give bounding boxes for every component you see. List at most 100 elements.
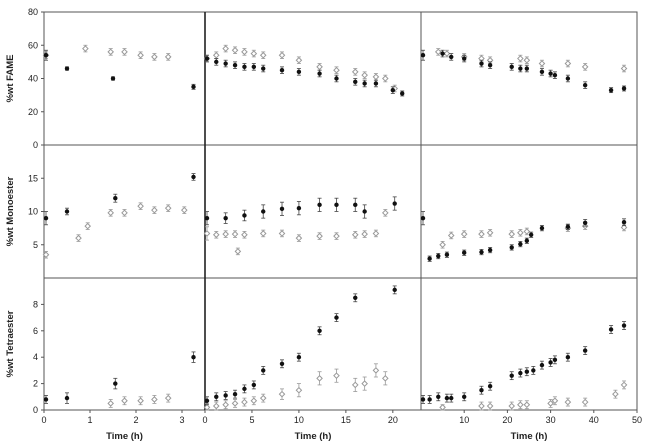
x-axis-label: Time (h) [295, 431, 332, 442]
filled-circle-point [621, 323, 627, 328]
filled-circle-point [334, 76, 339, 81]
open-diamond-point [164, 53, 172, 61]
open-diamond-point [333, 232, 340, 240]
open-diamond-point [259, 230, 267, 237]
open-diamond-point [478, 402, 485, 410]
y-tick-label: 5 [33, 240, 38, 250]
open-diamond-point [486, 229, 494, 237]
filled-circle-point [400, 91, 405, 96]
filled-circle-point [191, 174, 196, 180]
filled-circle-point [64, 66, 70, 71]
open-diamond-point [316, 232, 323, 240]
filled-circle-point [279, 361, 285, 366]
filled-circle-point [487, 62, 493, 68]
open-diamond-point [517, 229, 524, 237]
filled-circle-point [518, 370, 523, 376]
filled-circle-point [261, 66, 266, 71]
filled-circle-point [487, 384, 493, 389]
filled-circle-point [261, 209, 266, 214]
open-diamond-point [508, 230, 516, 238]
open-diamond-point [460, 230, 468, 238]
open-diamond-point [564, 60, 572, 67]
filled-circle-point [242, 386, 247, 392]
filled-circle-point [113, 381, 118, 386]
filled-circle-point [353, 202, 358, 208]
open-diamond-point [547, 400, 554, 407]
open-diamond-point [361, 71, 368, 79]
filled-circle-point [204, 56, 210, 61]
open-diamond-point [372, 230, 380, 237]
filled-circle-point [64, 209, 70, 214]
filled-circle-point [479, 388, 484, 393]
open-diamond-point [439, 404, 446, 411]
x-tick-label: 10 [459, 415, 469, 425]
open-diamond-point [241, 48, 248, 56]
filled-circle-point [296, 69, 302, 75]
open-diamond-point [620, 224, 628, 231]
filled-circle-point [373, 81, 379, 86]
panel-frame-r1-c2 [420, 144, 638, 279]
x-tick-label: 1 [87, 415, 92, 425]
open-diamond-point [612, 390, 619, 398]
open-diamond-point [316, 375, 323, 382]
filled-circle-point [565, 76, 571, 81]
filled-circle-point [509, 373, 514, 378]
filled-circle-point [565, 224, 571, 229]
open-diamond-point [581, 63, 589, 71]
filled-circle-point [390, 87, 396, 93]
x-tick-label: 0 [41, 415, 46, 425]
y-tick-label: 60 [28, 40, 38, 50]
open-diamond-point [581, 398, 589, 406]
filled-circle-point [449, 54, 454, 60]
filled-circle-point [214, 394, 219, 399]
filled-circle-point [334, 202, 339, 208]
filled-circle-point [440, 51, 445, 56]
open-diamond-point [316, 63, 323, 71]
filled-circle-point [487, 247, 493, 253]
x-tick-label: 0 [202, 415, 207, 425]
x-tick-label: 10 [294, 415, 304, 425]
open-diamond-point [278, 230, 286, 237]
open-diamond-point [241, 231, 248, 239]
open-diamond-point [212, 51, 220, 59]
x-tick-label: 3 [179, 415, 184, 425]
filled-circle-point [204, 215, 210, 221]
open-diamond-point [333, 66, 340, 74]
y-tick-label: 10 [28, 207, 38, 217]
open-diamond-point [564, 398, 572, 406]
open-diamond-point [295, 386, 303, 394]
open-diamond-point [551, 397, 559, 405]
filled-circle-point [362, 81, 367, 86]
x-tick-label: 50 [632, 415, 642, 425]
filled-circle-point [420, 215, 426, 221]
filled-circle-point [43, 397, 49, 402]
open-diamond-point [508, 402, 516, 410]
y-tick-label: 4 [33, 352, 38, 362]
open-diamond-point [351, 68, 359, 76]
y-axis-label: %wt Tetraester [5, 310, 16, 377]
open-diamond-point [203, 230, 211, 237]
filled-circle-point [191, 84, 196, 90]
panel-frame-r2-c0 [43, 277, 206, 411]
open-diamond-point [517, 55, 524, 62]
y-axis-label: %wt Monoester [5, 176, 16, 246]
open-diamond-point [523, 228, 531, 235]
filled-circle-point [524, 369, 530, 374]
panel-frame-r0-c2 [420, 11, 638, 146]
open-diamond-point [222, 230, 229, 238]
open-diamond-point [278, 51, 286, 59]
open-diamond-point [121, 48, 128, 56]
open-diamond-point [351, 231, 359, 239]
filled-circle-point [539, 362, 545, 368]
open-diamond-point [517, 401, 524, 409]
open-diamond-point [164, 204, 172, 212]
y-tick-label: 20 [28, 107, 38, 117]
filled-circle-point [242, 64, 247, 70]
open-diamond-point [234, 248, 242, 255]
open-diamond-point [382, 209, 389, 217]
filled-circle-point [64, 395, 70, 401]
open-diamond-point [121, 397, 128, 405]
open-diamond-point [372, 73, 380, 81]
open-diamond-point [212, 402, 220, 410]
filled-circle-point [427, 397, 432, 402]
